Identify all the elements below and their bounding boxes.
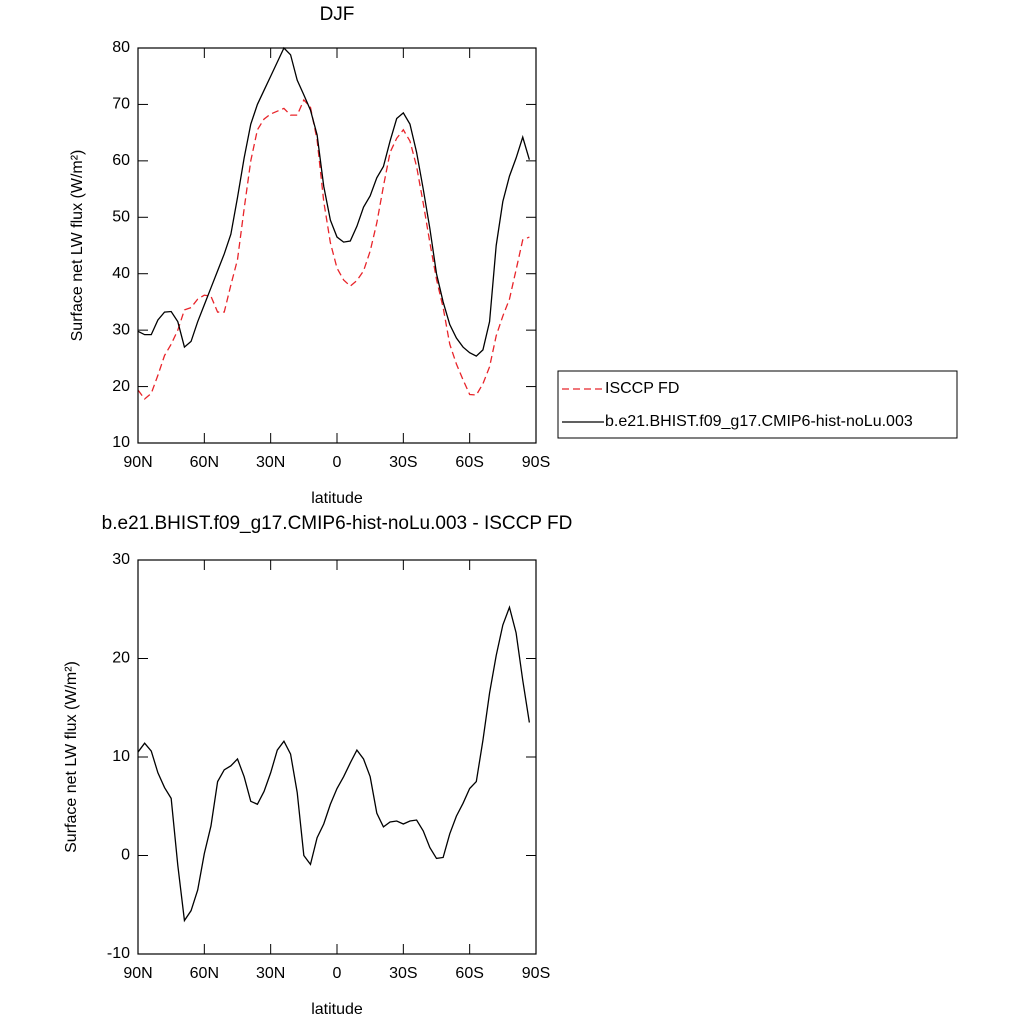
y-tick-label: 30 bbox=[112, 551, 130, 568]
x-tick-label: 90N bbox=[123, 965, 152, 982]
y-tick-label: 30 bbox=[112, 321, 130, 338]
chart-title: DJF bbox=[320, 4, 355, 25]
data-line bbox=[137, 98, 530, 400]
legend-label: b.e21.BHIST.f09_g17.CMIP6-hist-noLu.003 bbox=[605, 413, 913, 430]
y-tick-label: -10 bbox=[107, 945, 130, 962]
legend-box bbox=[557, 370, 958, 439]
x-tick-label: 0 bbox=[333, 965, 342, 982]
y-axis-label: Surface net LW flux (W/m²) bbox=[63, 661, 80, 853]
chart-title: b.e21.BHIST.f09_g17.CMIP6-hist-noLu.003 … bbox=[102, 513, 573, 534]
y-tick-label: 0 bbox=[121, 847, 130, 864]
legend-label: ISCCP FD bbox=[605, 380, 679, 397]
x-tick-label: 60S bbox=[455, 454, 483, 471]
plot-frame bbox=[137, 559, 537, 955]
data-line bbox=[137, 605, 531, 923]
y-tick-label: 20 bbox=[112, 378, 130, 395]
x-axis-label: latitude bbox=[311, 1001, 363, 1018]
x-tick-label: 30S bbox=[389, 454, 417, 471]
y-tick-label: 20 bbox=[112, 650, 130, 667]
y-tick-label: 50 bbox=[112, 209, 130, 226]
x-tick-label: 90S bbox=[522, 454, 550, 471]
x-tick-label: 30N bbox=[256, 454, 285, 471]
x-tick-label: 30S bbox=[389, 965, 417, 982]
plot-frame bbox=[137, 47, 537, 444]
data-line bbox=[137, 46, 530, 357]
x-axis-label: latitude bbox=[311, 490, 363, 507]
y-tick-label: 10 bbox=[112, 748, 130, 765]
y-tick-label: 70 bbox=[112, 96, 130, 113]
y-tick-label: 60 bbox=[112, 152, 130, 169]
y-tick-label: 40 bbox=[112, 265, 130, 282]
x-tick-label: 90S bbox=[522, 965, 550, 982]
x-tick-label: 60N bbox=[190, 965, 219, 982]
x-tick-label: 0 bbox=[333, 454, 342, 471]
y-axis-label: Surface net LW flux (W/m²) bbox=[69, 150, 86, 342]
x-tick-label: 60N bbox=[190, 454, 219, 471]
y-tick-label: 80 bbox=[112, 39, 130, 56]
y-tick-label: 10 bbox=[112, 434, 130, 451]
x-tick-label: 30N bbox=[256, 965, 285, 982]
x-tick-label: 60S bbox=[455, 965, 483, 982]
x-tick-label: 90N bbox=[123, 454, 152, 471]
